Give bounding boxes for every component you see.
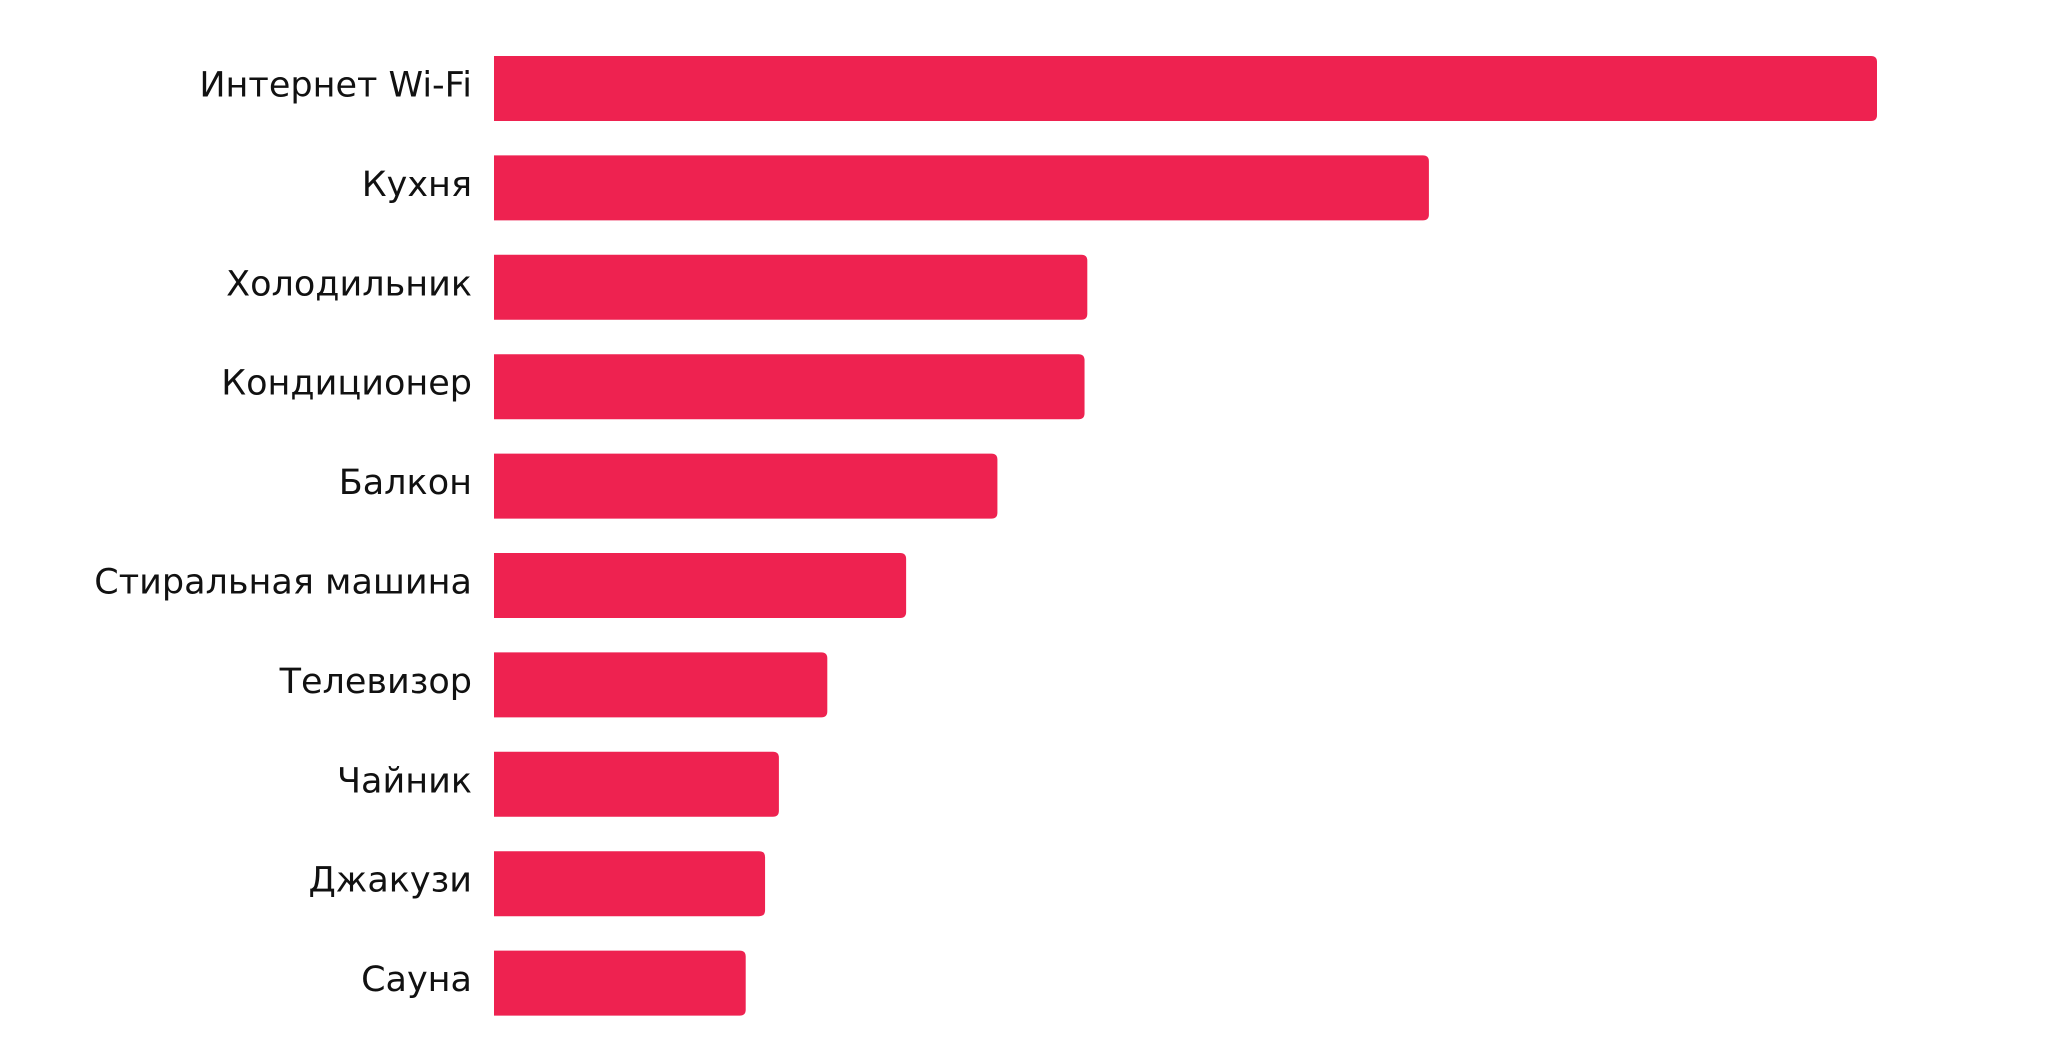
bar-7 xyxy=(494,751,779,817)
category-label: Кондиционер xyxy=(221,364,472,404)
bar-0 xyxy=(494,56,1877,121)
category-label: Балкон xyxy=(339,463,472,503)
category-label: Сауна xyxy=(361,960,472,1000)
category-label: Холодильник xyxy=(226,264,472,304)
category-label: Чайник xyxy=(337,761,472,801)
bar-6 xyxy=(494,652,828,718)
bar-8 xyxy=(494,851,766,917)
bar-5 xyxy=(494,553,907,618)
category-label: Кухня xyxy=(362,165,472,205)
category-label: Стиральная машина xyxy=(94,563,472,603)
category-label: Телевизор xyxy=(279,662,472,702)
bar-1 xyxy=(494,155,1429,221)
category-label: Джакузи xyxy=(308,861,472,901)
bar-2 xyxy=(494,254,1088,320)
category-label: Интернет Wi-Fi xyxy=(199,66,472,106)
bar-4 xyxy=(494,453,998,519)
bar-9 xyxy=(494,950,746,1016)
bar-3 xyxy=(494,354,1085,420)
